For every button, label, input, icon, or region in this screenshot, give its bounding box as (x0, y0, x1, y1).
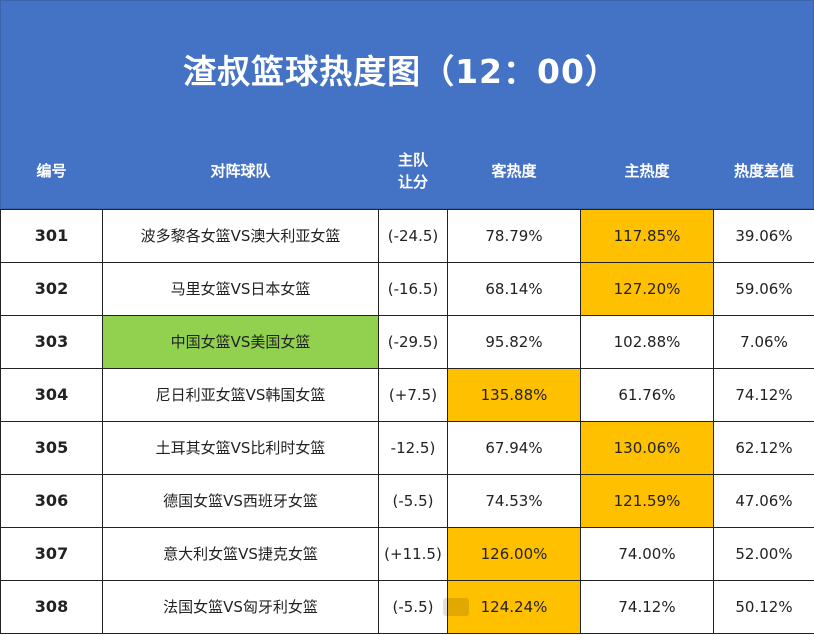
cell-handicap: -12.5) (378, 420, 448, 475)
cell-diff: 47.06% (713, 473, 814, 528)
cell-diff: 7.06% (713, 314, 814, 369)
cell-teams: 德国女篮VS西班牙女篮 (102, 473, 379, 528)
col-header-diff: 热度差值 (733, 161, 794, 180)
table-row: 306 德国女篮VS西班牙女篮 (-5.5) 74.53% 121.59% 47… (0, 473, 814, 528)
cell-home-heat: 117.85% (580, 208, 714, 263)
heat-table: 编号 对阵球队 主队 让分 客热度 主热度 热度差值 301 波多黎各女篮VS澳… (0, 133, 814, 634)
cell-teams: 马里女篮VS日本女篮 (102, 261, 379, 316)
cell-away-heat: 68.14% (447, 261, 581, 316)
cell-home-heat: 102.88% (580, 314, 714, 369)
table-row: 305 土耳其女篮VS比利时女篮 -12.5) 67.94% 130.06% 6… (0, 420, 814, 475)
cell-home-heat: 74.12% (580, 579, 714, 634)
cell-handicap: (-5.5) (378, 579, 448, 634)
cell-no: 307 (0, 526, 103, 581)
cell-away-heat: 78.79% (447, 208, 581, 263)
col-header-teams: 对阵球队 (210, 161, 271, 180)
cell-diff: 62.12% (713, 420, 814, 475)
cell-handicap: (+11.5) (378, 526, 448, 581)
cell-away-heat: 74.53% (447, 473, 581, 528)
col-header-handicap-line1: 主队 (397, 150, 428, 169)
cell-handicap: (-24.5) (378, 208, 448, 263)
cell-diff: 74.12% (713, 367, 814, 422)
cell-away-heat: 67.94% (447, 420, 581, 475)
cell-teams: 土耳其女篮VS比利时女篮 (102, 420, 379, 475)
cell-teams: 尼日利亚女篮VS韩国女篮 (102, 367, 379, 422)
cell-diff: 50.12% (713, 579, 814, 634)
cell-diff: 39.06% (713, 208, 814, 263)
cell-handicap: (-5.5) (378, 473, 448, 528)
table-row: 308 法国女篮VS匈牙利女篮 (-5.5) 124.24% 74.12% 50… (0, 579, 814, 634)
cell-no: 302 (0, 261, 103, 316)
cell-teams: 中国女篮VS美国女篮 (102, 314, 379, 369)
cell-teams: 意大利女篮VS捷克女篮 (102, 526, 379, 581)
col-header-handicap: 主队 让分 (379, 133, 448, 209)
cell-home-heat: 61.76% (580, 367, 714, 422)
cell-away-heat: 135.88% (447, 367, 581, 422)
table-header-row: 编号 对阵球队 主队 让分 客热度 主热度 热度差值 (1, 133, 814, 209)
cell-handicap: (+7.5) (378, 367, 448, 422)
cell-home-heat: 127.20% (580, 261, 714, 316)
cell-handicap: (-29.5) (378, 314, 448, 369)
table-row: 304 尼日利亚女篮VS韩国女篮 (+7.5) 135.88% 61.76% 7… (0, 367, 814, 422)
cell-no: 304 (0, 367, 103, 422)
table-row: 301 波多黎各女篮VS澳大利亚女篮 (-24.5) 78.79% 117.85… (0, 208, 814, 263)
cell-handicap: (-16.5) (378, 261, 448, 316)
page-title: 渣叔篮球热度图（12：00） (183, 52, 619, 91)
col-header-away-heat: 客热度 (491, 161, 537, 180)
cell-away-heat: 126.00% (447, 526, 581, 581)
cell-no: 303 (0, 314, 103, 369)
cell-diff: 52.00% (713, 526, 814, 581)
cell-away-heat: 95.82% (447, 314, 581, 369)
cell-home-heat: 74.00% (580, 526, 714, 581)
header-band: 渣叔篮球热度图（12：00） (0, 0, 814, 209)
cell-no: 301 (0, 208, 103, 263)
cell-teams: 波多黎各女篮VS澳大利亚女篮 (102, 208, 379, 263)
cell-teams: 法国女篮VS匈牙利女篮 (102, 579, 379, 634)
cell-away-heat: 124.24% (447, 579, 581, 634)
cell-home-heat: 121.59% (580, 473, 714, 528)
col-header-home-heat: 主热度 (624, 161, 670, 180)
col-header-handicap-line2: 让分 (397, 172, 428, 191)
watermark-badge (443, 598, 469, 616)
cell-no: 308 (0, 579, 103, 634)
table-row: 307 意大利女篮VS捷克女篮 (+11.5) 126.00% 74.00% 5… (0, 526, 814, 581)
table-row: 303 中国女篮VS美国女篮 (-29.5) 95.82% 102.88% 7.… (0, 314, 814, 369)
cell-no: 306 (0, 473, 103, 528)
table-row: 302 马里女篮VS日本女篮 (-16.5) 68.14% 127.20% 59… (0, 261, 814, 316)
cell-home-heat: 130.06% (580, 420, 714, 475)
cell-no: 305 (0, 420, 103, 475)
cell-diff: 59.06% (713, 261, 814, 316)
col-header-no: 编号 (36, 161, 67, 180)
